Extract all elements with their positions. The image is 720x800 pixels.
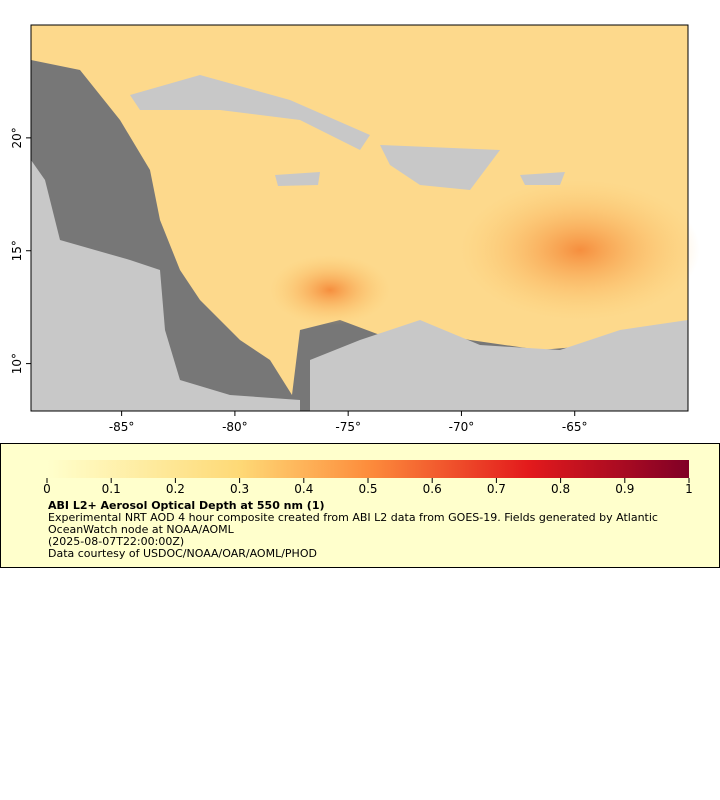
x-tick-label: -75°	[335, 420, 361, 434]
y-tick-label: 20°	[10, 127, 24, 148]
caption-description: Experimental NRT AOD 4 hour composite cr…	[48, 511, 658, 536]
caption-title: ABI L2+ Aerosol Optical Depth at 550 nm …	[48, 499, 325, 512]
x-tick-label: -85°	[109, 420, 135, 434]
x-tick-label: -70°	[449, 420, 475, 434]
colorbar-tick-label: 0.5	[358, 482, 377, 496]
caption-timestamp: (2025-08-07T22:00:00Z)	[48, 535, 185, 548]
colorbar-tick-label: 0.7	[487, 482, 506, 496]
colorbar-tick-label: 0.3	[230, 482, 249, 496]
caption: ABI L2+ Aerosol Optical Depth at 550 nm …	[48, 500, 688, 560]
map-frame	[30, 24, 689, 412]
land	[520, 172, 565, 185]
colorbar-tick-label: 0.9	[615, 482, 634, 496]
colorbar	[47, 460, 689, 478]
colorbar-tick-label: 0.2	[166, 482, 185, 496]
aerosol-plume	[270, 255, 390, 325]
colorbar-tick-label: 0.1	[102, 482, 121, 496]
aerosol-plume	[460, 180, 700, 320]
land	[31, 160, 300, 411]
colorbar-tick-label: 0.4	[294, 482, 313, 496]
map-area	[30, 24, 700, 412]
y-tick-label: 15°	[10, 240, 24, 261]
colorbar-tick-label: 0.6	[423, 482, 442, 496]
land	[275, 172, 320, 186]
land	[380, 145, 500, 190]
x-tick-label: -80°	[222, 420, 248, 434]
land	[130, 75, 370, 150]
caption-credit: Data courtesy of USDOC/NOAA/OAR/AOML/PHO…	[48, 547, 317, 560]
colorbar-tick-label: 0.8	[551, 482, 570, 496]
y-tick-label: 10°	[10, 353, 24, 374]
colorbar-tick-label: 1	[685, 482, 693, 496]
colorbar-tick-label: 0	[43, 482, 51, 496]
x-tick-label: -65°	[562, 420, 588, 434]
land	[310, 320, 688, 411]
